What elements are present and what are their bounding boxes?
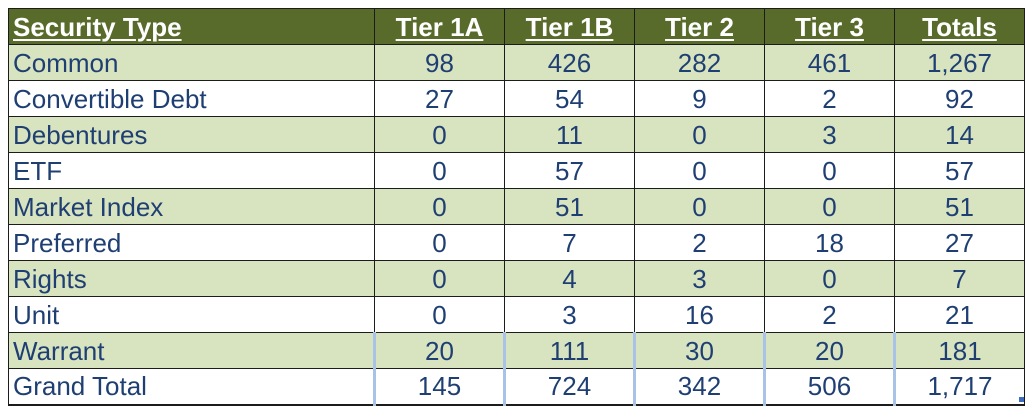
cell-tier-2[interactable]: 3 <box>634 260 765 297</box>
cell-security-type[interactable]: Convertible Debt <box>8 80 375 117</box>
cell-tier-2[interactable]: 342 <box>634 368 766 406</box>
cell-security-type[interactable]: Market Index <box>8 188 375 225</box>
cell-tier-2[interactable]: 0 <box>634 152 765 189</box>
cell-totals[interactable]: 21 <box>894 296 1025 333</box>
cell-tier-2[interactable]: 282 <box>634 44 765 81</box>
cell-tier-2[interactable]: 9 <box>634 80 765 117</box>
cell-tier-3[interactable]: 506 <box>764 368 896 406</box>
cell-security-type[interactable]: Debentures <box>8 116 375 153</box>
cell-tier-1a[interactable]: 98 <box>374 44 505 81</box>
security-type-table: Security Type Tier 1A Tier 1B Tier 2 Tie… <box>8 8 1025 406</box>
cell-tier-1a[interactable]: 0 <box>374 224 505 261</box>
cell-tier-3[interactable]: 2 <box>764 80 895 117</box>
cell-tier-1b[interactable]: 7 <box>504 224 635 261</box>
cell-security-type[interactable]: ETF <box>8 152 375 189</box>
cell-tier-1b[interactable]: 51 <box>504 188 635 225</box>
cell-tier-3[interactable]: 2 <box>764 296 895 333</box>
cell-tier-1b[interactable]: 11 <box>504 116 635 153</box>
cell-tier-2[interactable]: 16 <box>634 296 765 333</box>
cell-security-type[interactable]: Unit <box>8 296 375 333</box>
cell-tier-3[interactable]: 18 <box>764 224 895 261</box>
cell-tier-1b[interactable]: 3 <box>504 296 635 333</box>
cell-tier-1a[interactable]: 0 <box>374 152 505 189</box>
cell-totals[interactable]: 92 <box>894 80 1025 117</box>
cell-tier-1a[interactable]: 27 <box>374 80 505 117</box>
cell-tier-1a[interactable]: 145 <box>374 368 506 406</box>
table-row: ETF 0 57 0 0 57 <box>8 152 1025 189</box>
cell-totals[interactable]: 57 <box>894 152 1025 189</box>
cell-tier-1b[interactable]: 426 <box>504 44 635 81</box>
cell-tier-3[interactable]: 3 <box>764 116 895 153</box>
cell-tier-1a[interactable]: 0 <box>374 260 505 297</box>
header-tier-1b[interactable]: Tier 1B <box>504 8 635 45</box>
table-row: Common 98 426 282 461 1,267 <box>8 44 1025 81</box>
cell-tier-3[interactable]: 0 <box>764 152 895 189</box>
cell-tier-1b[interactable]: 4 <box>504 260 635 297</box>
cell-totals[interactable]: 7 <box>894 260 1025 297</box>
cell-tier-3[interactable]: 0 <box>764 260 895 297</box>
cell-tier-2[interactable]: 0 <box>634 188 765 225</box>
cell-tier-2[interactable]: 2 <box>634 224 765 261</box>
cell-tier-3[interactable]: 0 <box>764 188 895 225</box>
table-row: Convertible Debt 27 54 9 2 92 <box>8 80 1025 117</box>
cell-tier-2[interactable]: 30 <box>634 332 766 369</box>
cell-totals[interactable]: 1,267 <box>894 44 1025 81</box>
cell-totals[interactable]: 27 <box>894 224 1025 261</box>
table-row: Rights 0 4 3 0 7 <box>8 260 1025 297</box>
cell-security-type[interactable]: Rights <box>8 260 375 297</box>
cell-security-type[interactable]: Preferred <box>8 224 375 261</box>
header-tier-3[interactable]: Tier 3 <box>764 8 895 45</box>
cell-totals[interactable]: 1,717 <box>894 368 1025 406</box>
cell-security-type[interactable]: Common <box>8 44 375 81</box>
cell-tier-3[interactable]: 20 <box>764 332 896 369</box>
cell-tier-1b[interactable]: 57 <box>504 152 635 189</box>
selection-fill-handle[interactable] <box>1019 397 1024 402</box>
spreadsheet-table-container: Security Type Tier 1A Tier 1B Tier 2 Tie… <box>8 8 1025 406</box>
cell-tier-1b[interactable]: 724 <box>504 368 636 406</box>
table-row: Unit 0 3 16 2 21 <box>8 296 1025 333</box>
header-security-type[interactable]: Security Type <box>8 8 375 45</box>
cell-tier-1b[interactable]: 54 <box>504 80 635 117</box>
table-row: Preferred 0 7 2 18 27 <box>8 224 1025 261</box>
cell-tier-3[interactable]: 461 <box>764 44 895 81</box>
cell-totals[interactable]: 14 <box>894 116 1025 153</box>
cell-totals[interactable]: 181 <box>894 332 1025 369</box>
cell-tier-2[interactable]: 0 <box>634 116 765 153</box>
header-tier-2[interactable]: Tier 2 <box>634 8 765 45</box>
header-row: Security Type Tier 1A Tier 1B Tier 2 Tie… <box>8 8 1025 45</box>
grand-total-row: Grand Total 145 724 342 506 1,717 <box>8 368 1025 406</box>
table-row: Market Index 0 51 0 0 51 <box>8 188 1025 225</box>
cell-tier-1a[interactable]: 0 <box>374 296 505 333</box>
cell-tier-1a[interactable]: 20 <box>374 332 506 369</box>
header-tier-1a[interactable]: Tier 1A <box>374 8 505 45</box>
table-row: Debentures 0 11 0 3 14 <box>8 116 1025 153</box>
cell-security-type[interactable]: Warrant <box>8 332 376 369</box>
cell-tier-1a[interactable]: 0 <box>374 116 505 153</box>
cell-totals[interactable]: 51 <box>894 188 1025 225</box>
table-row: Warrant 20 111 30 20 181 <box>8 332 1025 369</box>
cell-tier-1a[interactable]: 0 <box>374 188 505 225</box>
cell-tier-1b[interactable]: 111 <box>504 332 636 369</box>
cell-security-type[interactable]: Grand Total <box>8 368 376 406</box>
header-totals[interactable]: Totals <box>894 8 1025 45</box>
